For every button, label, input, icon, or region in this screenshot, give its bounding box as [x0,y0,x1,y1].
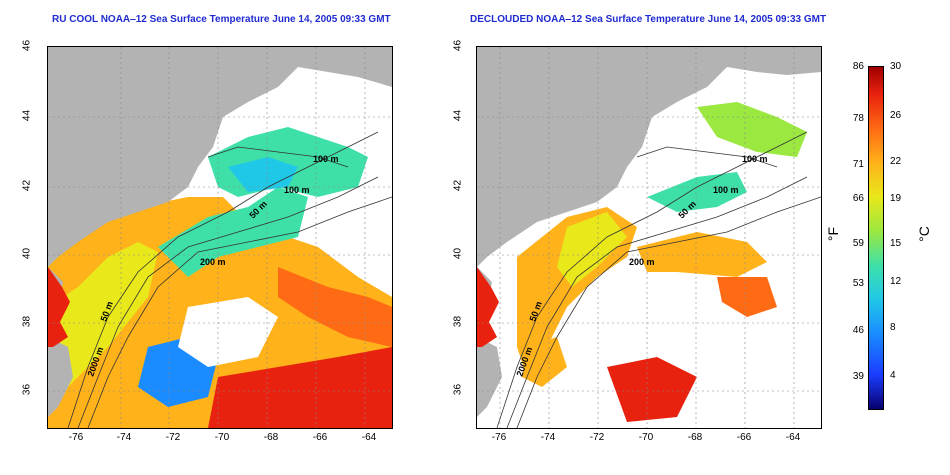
left-lat-tick-46: 46 [21,39,33,52]
right-map-title: DECLOUDED NOAA‒12 Sea Surface Temperatur… [470,14,827,25]
sst-chesapeake [48,267,70,347]
sst-gulfstream [208,347,392,428]
right-lon-tick-70: -70 [638,432,654,443]
right-lon-tick-64: -64 [785,432,801,443]
sst-eddy-patch [717,277,777,317]
contour-label-100m-lower: 100 m [713,185,739,195]
colorbar-f-tick-46: 46 [852,325,864,336]
left-lon-tick-72: -72 [165,432,181,443]
left-lon-tick-64: -64 [361,432,377,443]
right-lon-tick-74: -74 [540,432,556,443]
temperature-colorbar [868,66,884,410]
left-lat-tick-38: 38 [21,315,33,328]
colorbar-f-tick-59: 59 [852,238,864,249]
contour-label-100m-lower: 100 m [284,185,310,195]
colorbar-c-tick-22: 22 [890,156,902,167]
left-lat-tick-42: 42 [21,179,33,192]
right-lat-tick-46: 46 [452,39,464,52]
land-northeast-us [48,47,392,267]
sst-georges-bank [647,172,747,212]
sst-chesapeake [477,267,499,347]
cloud-center [178,297,278,367]
contour-label-200m: 200 m [200,257,226,267]
right-map-svg: 100 m 100 m 50 m 200 m 50 m 2000 m [477,47,821,428]
contour-label-100m-upper: 100 m [742,154,768,164]
celsius-unit-label: °C [915,226,932,242]
colorbar-f-tick-53: 53 [852,278,864,289]
right-lon-tick-66: -66 [736,432,752,443]
sst-orange-patch [278,267,392,347]
left-lon-tick-74: -74 [116,432,132,443]
lat-lon-grid [48,47,392,428]
left-lat-tick-40: 40 [21,247,33,260]
left-lon-tick-66: -66 [312,432,328,443]
colorbar-c-tick-19: 19 [890,193,902,204]
colorbar-f-tick-71: 71 [852,159,864,170]
land-northeast-us [477,47,821,267]
colorbar-c-tick-30: 30 [890,61,902,72]
bathymetry-contours [496,131,821,428]
colorbar-c-tick-15: 15 [890,238,902,249]
left-map-title: RU COOL NOAA‒12 Sea Surface Temperature … [52,14,391,25]
left-sst-map[interactable]: 100 m 100 m 50 m 200 m 50 m 2000 m [47,46,393,429]
left-lon-tick-76: -76 [68,432,84,443]
right-lat-tick-42: 42 [452,179,464,192]
right-lat-tick-38: 38 [452,315,464,328]
right-lon-tick-72: -72 [589,432,605,443]
colorbar-c-tick-8: 8 [890,322,896,333]
colorbar-c-tick-4: 4 [890,370,896,381]
left-map-svg: 100 m 100 m 50 m 200 m 50 m 2000 m [48,47,392,428]
colorbar-f-tick-86: 86 [852,61,864,72]
right-lon-tick-68: -68 [687,432,703,443]
lat-lon-grid [477,47,821,428]
colorbar-c-tick-26: 26 [890,110,902,121]
right-lon-tick-76: -76 [491,432,507,443]
left-lat-tick-44: 44 [21,109,33,122]
fahrenheit-unit-label: °F [825,226,842,242]
colorbar-f-tick-39: 39 [852,371,864,382]
colorbar-f-tick-78: 78 [852,113,864,124]
sst-cyan-patch [228,157,298,192]
left-lat-tick-36: 36 [21,383,33,396]
bathymetry-contours [67,131,392,428]
right-lat-tick-40: 40 [452,247,464,260]
right-sst-map[interactable]: 100 m 100 m 50 m 200 m 50 m 2000 m [476,46,822,429]
right-lat-tick-44: 44 [452,109,464,122]
colorbar-f-tick-66: 66 [852,193,864,204]
sst-gulf-maine [697,102,807,157]
sst-shelf-yellow [48,242,158,397]
contour-label-100m-upper: 100 m [313,154,339,164]
left-lon-tick-70: -70 [214,432,230,443]
sst-gulfstream-patch [607,357,697,422]
land-virginia [477,337,502,417]
right-lat-tick-36: 36 [452,383,464,396]
left-lon-tick-68: -68 [263,432,279,443]
sst-shelf-yellow [557,212,627,287]
contour-label-200m: 200 m [629,257,655,267]
land-virginia [48,337,73,417]
colorbar-c-tick-12: 12 [890,276,902,287]
